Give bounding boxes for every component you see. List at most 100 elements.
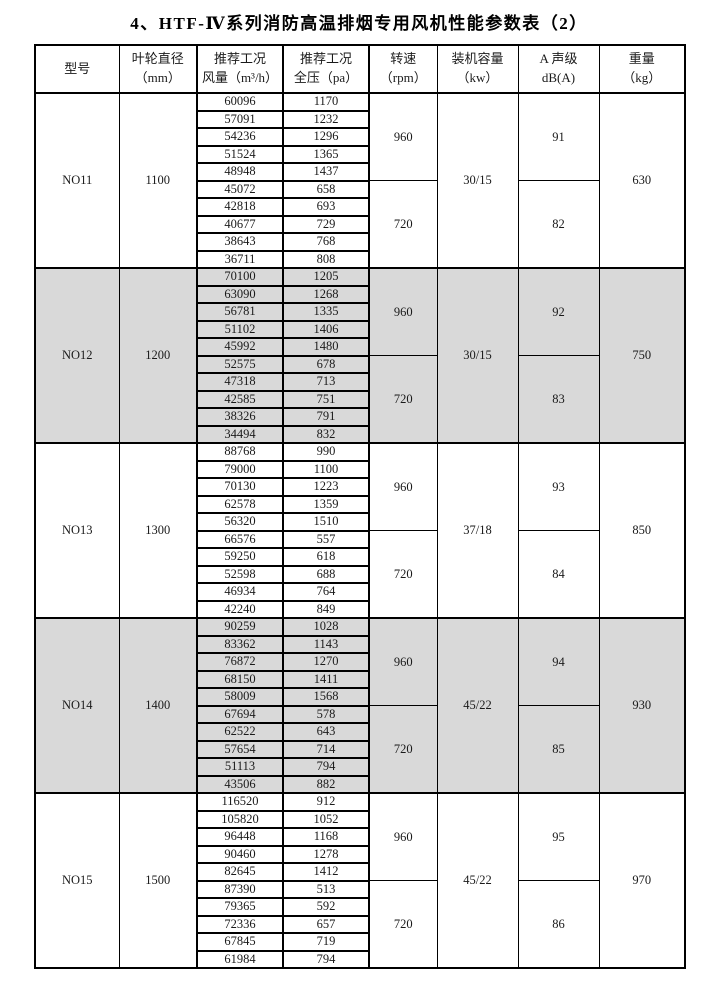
noise-level-cell: 93 xyxy=(517,442,600,531)
noise-level-cell: 82 xyxy=(517,180,600,269)
page-title: 4、HTF-Ⅳ系列消防高温排烟专用风机性能参数表（2） xyxy=(130,14,588,33)
airflow-cell: 68150 xyxy=(196,669,284,689)
table-row: 61984 794 xyxy=(35,949,685,969)
impeller-diameter-cell: 1500 xyxy=(118,792,198,969)
table-row: 57654 714 xyxy=(35,739,685,759)
pressure-cell: 1028 xyxy=(282,617,370,637)
header-row: 型号 叶轮直径 （mm） 推荐工况 风量（m³/h） 推荐工况 全压（pa） 转速 （rpm）装… xyxy=(34,44,686,94)
rpm-cell: 720 xyxy=(368,180,438,269)
rpm-cell: 720 xyxy=(368,705,438,794)
pressure-cell: 1100 xyxy=(282,459,370,479)
impeller-diameter-cell: 1300 xyxy=(118,442,198,619)
table-row: 52598 688 xyxy=(35,564,685,584)
airflow-cell: 60096 xyxy=(196,92,284,112)
pressure-cell: 688 xyxy=(282,564,370,584)
weight-cell: 750 xyxy=(598,267,686,444)
header-line1: 型号 xyxy=(64,60,91,76)
airflow-cell: 42240 xyxy=(196,599,284,619)
airflow-cell: 76872 xyxy=(196,652,284,672)
impeller-diameter-cell: 1400 xyxy=(118,617,198,794)
pressure-cell: 1412 xyxy=(282,862,370,882)
model-cell: NO13 xyxy=(34,442,120,619)
airflow-cell: 38643 xyxy=(196,232,284,252)
header-cell: 重量 （kg） xyxy=(598,44,686,94)
pressure-cell: 1437 xyxy=(282,162,370,182)
airflow-cell: 62578 xyxy=(196,494,284,514)
airflow-cell: 52575 xyxy=(196,354,284,374)
capacity-cell: 30/15 xyxy=(436,267,519,444)
header-cell: 叶轮直径 （mm） xyxy=(118,44,198,94)
capacity-cell: 45/22 xyxy=(436,617,519,794)
model-cell: NO12 xyxy=(34,267,120,444)
pressure-cell: 1168 xyxy=(282,827,370,847)
airflow-cell: 61984 xyxy=(196,949,284,969)
rpm-cell: 960 xyxy=(368,267,438,356)
weight-cell: 930 xyxy=(598,617,686,794)
pressure-cell: 719 xyxy=(282,932,370,952)
model-cell: NO14 xyxy=(34,617,120,794)
header-line1: 推荐工况 xyxy=(299,51,352,67)
pressure-cell: 751 xyxy=(282,389,370,409)
airflow-cell: 36711 xyxy=(196,249,284,269)
airflow-cell: 70100 xyxy=(196,267,284,287)
airflow-cell: 42818 xyxy=(196,197,284,217)
pressure-cell: 1268 xyxy=(282,284,370,304)
capacity-cell: 45/22 xyxy=(436,792,519,969)
table-row: 56781 1335 xyxy=(35,302,685,322)
pressure-cell: 1223 xyxy=(282,477,370,497)
pressure-cell: 990 xyxy=(282,442,370,462)
airflow-cell: 105820 xyxy=(196,809,284,829)
noise-level-cell: 83 xyxy=(517,355,600,444)
table-row: 62522 643 xyxy=(35,722,685,742)
pressure-cell: 678 xyxy=(282,354,370,374)
header-cell: 推荐工况 风量（m³/h） xyxy=(196,44,284,94)
header-line1: 转速 xyxy=(390,51,417,67)
noise-level-cell: 86 xyxy=(517,880,600,969)
airflow-cell: 83362 xyxy=(196,634,284,654)
pressure-cell: 1365 xyxy=(282,144,370,164)
airflow-cell: 88768 xyxy=(196,442,284,462)
airflow-cell: 54236 xyxy=(196,127,284,147)
pressure-cell: 882 xyxy=(282,774,370,794)
pressure-cell: 768 xyxy=(282,232,370,252)
table-row: NO11 1100 60096 1170 960 30/15 91 630 xyxy=(34,92,686,269)
rpm-cell: 720 xyxy=(368,530,438,619)
airflow-cell: 45072 xyxy=(196,179,284,199)
weight-cell: 850 xyxy=(598,442,686,619)
table-row: 45072 658 720 82 xyxy=(35,179,685,269)
pressure-cell: 618 xyxy=(282,547,370,567)
table-row: 46934 764 xyxy=(35,582,685,602)
table-body: NO11 1100 60096 1170 960 30/15 91 630 57091 1232 5… xyxy=(34,92,686,969)
airflow-cell: 51524 xyxy=(196,144,284,164)
table-row: 51524 1365 xyxy=(35,144,685,164)
airflow-cell: 59250 xyxy=(196,547,284,567)
airflow-cell: 79365 xyxy=(196,897,284,917)
table-row: NO12 1200 70100 1205 960 30/15 92 750 xyxy=(34,267,686,444)
pressure-cell: 729 xyxy=(282,214,370,234)
pressure-cell: 1568 xyxy=(282,687,370,707)
pressure-cell: 794 xyxy=(282,757,370,777)
header-line2: 全压（pa） xyxy=(293,70,359,85)
airflow-cell: 47318 xyxy=(196,372,284,392)
pressure-cell: 693 xyxy=(282,197,370,217)
pressure-cell: 1143 xyxy=(282,634,370,654)
table-row: 42585 751 xyxy=(35,389,685,409)
pressure-cell: 557 xyxy=(282,529,370,549)
table-row: 51102 1406 xyxy=(35,319,685,339)
table-row: 66576 557 720 84 xyxy=(35,529,685,619)
noise-level-cell: 84 xyxy=(517,530,600,619)
airflow-cell: 51113 xyxy=(196,757,284,777)
impeller-diameter-cell: 1200 xyxy=(118,267,198,444)
table-row: 70130 1223 xyxy=(35,477,685,497)
header-cell: A 声级 dB(A) xyxy=(517,44,600,94)
noise-level-cell: 85 xyxy=(517,705,600,794)
pressure-cell: 1335 xyxy=(282,302,370,322)
airflow-cell: 87390 xyxy=(196,879,284,899)
airflow-cell: 90259 xyxy=(196,617,284,637)
rpm-cell: 720 xyxy=(368,880,438,969)
airflow-cell: 48948 xyxy=(196,162,284,182)
pressure-cell: 1406 xyxy=(282,319,370,339)
airflow-cell: 56781 xyxy=(196,302,284,322)
header-line1: 装机容量 xyxy=(451,51,504,67)
table-row: 63090 1268 xyxy=(35,284,685,304)
